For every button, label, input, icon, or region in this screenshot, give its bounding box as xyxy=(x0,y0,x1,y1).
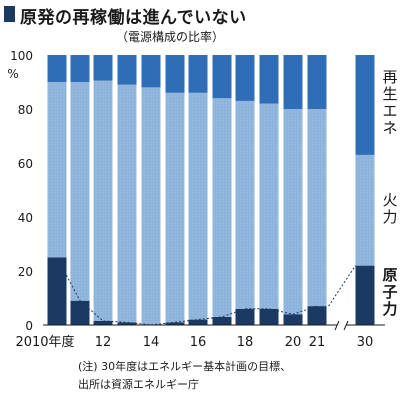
bar-2010-nuclear xyxy=(47,257,67,325)
bar-2021-thermal xyxy=(307,109,327,307)
bar-2014-renewable xyxy=(141,55,161,88)
x-tick-label: 16 xyxy=(190,335,207,350)
axis-break-mark xyxy=(334,320,349,331)
bar-2021-renewable xyxy=(307,55,327,109)
legend-label-renewable: エ xyxy=(382,102,397,120)
bar-2011-nuclear xyxy=(70,300,90,325)
y-axis-unit: % xyxy=(7,67,18,81)
bar-2011-renewable xyxy=(70,55,90,82)
bar-2013-thermal xyxy=(117,84,137,323)
footnote-line-2: 出所は資源エネルギー庁 xyxy=(78,378,199,391)
x-tick-label: 20 xyxy=(285,335,302,350)
bar-2010-renewable xyxy=(47,55,67,82)
bar-2020-renewable xyxy=(283,55,303,109)
bar-2017-renewable xyxy=(212,55,232,99)
bar-2018-renewable xyxy=(235,55,255,101)
chart-title: 原発の再稼働は進んでいない xyxy=(20,8,247,28)
y-tick-label: 100 xyxy=(10,49,33,63)
y-tick-label: 40 xyxy=(18,211,33,225)
footnote-line-1: (注) 30年度はエネルギー基本計画の目標、 xyxy=(78,360,292,373)
bar-2013-nuclear xyxy=(117,322,137,325)
y-tick-label: 60 xyxy=(18,157,33,171)
bar-2015-thermal xyxy=(165,92,185,323)
bar-2018-thermal xyxy=(235,100,255,309)
x-tick-label: 30 xyxy=(357,335,374,350)
bar-2012-nuclear xyxy=(93,320,113,325)
x-tick-label: 21 xyxy=(309,335,326,350)
bar-2010-thermal xyxy=(47,82,67,258)
footnote: (注) 30年度はエネルギー基本計画の目標、 出所は資源エネルギー庁 xyxy=(78,358,291,394)
bar-2016-renewable xyxy=(188,55,208,93)
bar-2018-nuclear xyxy=(235,308,255,325)
bar-2015-renewable xyxy=(165,55,185,93)
bar-2030-nuclear xyxy=(355,265,375,325)
bar-2017-nuclear xyxy=(212,316,232,325)
bar-2030-thermal xyxy=(355,154,375,266)
bar-2019-thermal xyxy=(259,103,279,309)
nuclear-trend-line-2030 xyxy=(328,265,356,307)
bar-2011-thermal xyxy=(70,82,90,301)
legend-label-nuclear: 力 xyxy=(382,300,397,318)
y-tick-label: 0 xyxy=(25,319,33,333)
chart-header: 原発の再稼働は進んでいない （電源構成の比率） xyxy=(0,0,400,50)
y-tick-label: 80 xyxy=(18,103,33,117)
bar-2012-renewable xyxy=(93,55,113,81)
legend-label-renewable: 再 xyxy=(382,68,397,86)
bar-2012-thermal xyxy=(93,80,113,321)
y-tick-label: 20 xyxy=(18,265,33,279)
bar-2020-nuclear xyxy=(283,314,303,325)
bar-2016-thermal xyxy=(188,92,208,320)
legend-label-renewable: 生 xyxy=(382,85,397,103)
chart-subtitle: （電源構成の比率） xyxy=(116,30,225,44)
bar-2019-renewable xyxy=(259,55,279,104)
x-tick-label: 2010年度 xyxy=(15,334,74,350)
bar-2014-thermal xyxy=(141,87,161,326)
bar-2030-renewable xyxy=(355,55,375,155)
bar-2013-renewable xyxy=(117,55,137,85)
x-tick-label: 14 xyxy=(143,335,160,350)
legend-label-thermal: 火 xyxy=(382,191,397,209)
legend-label-nuclear: 子 xyxy=(382,283,397,301)
legend-label-renewable: ネ xyxy=(382,119,397,137)
title-marker xyxy=(4,6,15,22)
legend-label-thermal: 力 xyxy=(382,208,397,226)
bar-2016-nuclear xyxy=(188,319,208,325)
x-tick-label: 12 xyxy=(95,335,112,350)
bar-2019-nuclear xyxy=(259,308,279,325)
bar-2020-thermal xyxy=(283,109,303,315)
bar-2017-thermal xyxy=(212,98,232,317)
x-tick-label: 18 xyxy=(237,335,254,350)
bar-2021-nuclear xyxy=(307,306,327,325)
legend-label-nuclear: 原 xyxy=(382,266,397,284)
bar-2015-nuclear xyxy=(165,322,185,325)
